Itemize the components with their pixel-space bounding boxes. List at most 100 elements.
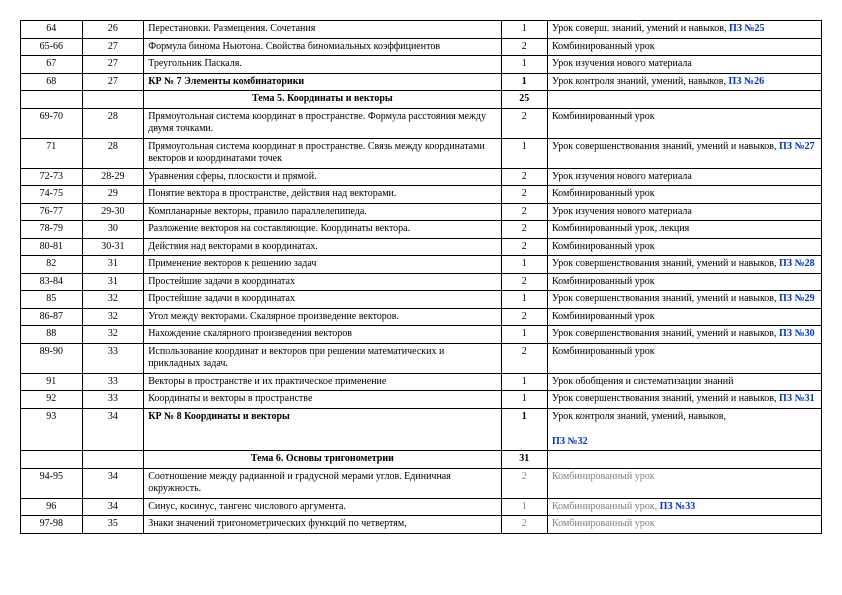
lesson-type-text: Урок совершенствования знаний, умений и …: [552, 328, 777, 339]
lesson-type: Урок совершенствования знаний, умений и …: [548, 291, 822, 309]
week-number: 31: [82, 273, 144, 291]
table-row: 65-6627Формула бинома Ньютона. Свойства …: [21, 38, 822, 56]
week-number: 34: [82, 468, 144, 498]
lesson-type: [548, 451, 822, 469]
lesson-type: [548, 91, 822, 109]
lesson-type: Урок совершенствования знаний, умений и …: [548, 391, 822, 409]
lesson-type-text: Комбинированный урок: [552, 346, 655, 357]
lesson-type: Урок обобщения и систематизации знаний: [548, 373, 822, 391]
week-number: 27: [82, 38, 144, 56]
table-row: 6426Перестановки. Размещения. Сочетания1…: [21, 21, 822, 39]
assignment-link[interactable]: ПЗ №32: [552, 436, 588, 447]
hours: 1: [501, 21, 547, 39]
lesson-type: Комбинированный урок: [548, 308, 822, 326]
assignment-link[interactable]: ПЗ №31: [779, 393, 815, 404]
table-row: 94-9534Соотношение между радианной и гра…: [21, 468, 822, 498]
week-number: 28-29: [82, 168, 144, 186]
lesson-number: 65-66: [21, 38, 83, 56]
lesson-type-text: Комбинированный урок: [552, 471, 655, 482]
week-number: 35: [82, 516, 144, 534]
lesson-type-text: Комбинированный урок: [552, 276, 655, 287]
lesson-number: [21, 451, 83, 469]
lesson-type-text: Урок совершенствования знаний, умений и …: [552, 293, 777, 304]
lesson-type-text: Урок совершенствования знаний, умений и …: [552, 258, 777, 269]
lesson-number: 64: [21, 21, 83, 39]
lesson-number: 88: [21, 326, 83, 344]
lesson-number: 82: [21, 256, 83, 274]
table-row: 9133Векторы в пространстве и их практиче…: [21, 373, 822, 391]
topic-title: Использование координат и векторов при р…: [144, 343, 501, 373]
lesson-type-text: Комбинированный урок: [552, 518, 655, 529]
hours: 2: [501, 38, 547, 56]
lesson-type-text: Урок соверш. знаний, умений и навыков,: [552, 23, 726, 34]
week-number: 26: [82, 21, 144, 39]
topic-title: Нахождение скалярного произведения векто…: [144, 326, 501, 344]
lesson-number: 74-75: [21, 186, 83, 204]
lesson-type: Комбинированный урок: [548, 108, 822, 138]
lesson-type-text: Комбинированный урок: [552, 111, 655, 122]
lesson-number: 96: [21, 498, 83, 516]
week-number: 34: [82, 408, 144, 451]
table-row: 7128Прямоугольная система координат в пр…: [21, 138, 822, 168]
lesson-type-text: Комбинированный урок,: [552, 501, 657, 512]
lesson-type: Урок совершенствования знаний, умений и …: [548, 256, 822, 274]
lesson-number: 71: [21, 138, 83, 168]
lesson-type: Комбинированный урок: [548, 516, 822, 534]
topic-title: КР № 7 Элементы комбинаторики: [144, 73, 501, 91]
lesson-number: 92: [21, 391, 83, 409]
lesson-number: 97-98: [21, 516, 83, 534]
lesson-type-text: Урок совершенствования знаний, умений и …: [552, 393, 777, 404]
lesson-type: Комбинированный урок: [548, 343, 822, 373]
lesson-number: 94-95: [21, 468, 83, 498]
lesson-number: 69-70: [21, 108, 83, 138]
table-row: 8532Простейшие задачи в координатах1Урок…: [21, 291, 822, 309]
lesson-type-text: Урок изучения нового материала: [552, 206, 692, 217]
table-row: 74-7529Понятие вектора в пространстве, д…: [21, 186, 822, 204]
week-number: 29-30: [82, 203, 144, 221]
lesson-number: [21, 91, 83, 109]
lesson-number: 86-87: [21, 308, 83, 326]
table-row: 72-7328-29Уравнения сферы, плоскости и п…: [21, 168, 822, 186]
lesson-number: 91: [21, 373, 83, 391]
topic-title: Формула бинома Ньютона. Свойства биномиа…: [144, 38, 501, 56]
hours: 1: [501, 408, 547, 451]
curriculum-table: 6426Перестановки. Размещения. Сочетания1…: [20, 20, 822, 534]
lesson-number: 80-81: [21, 238, 83, 256]
topic-title: Прямоугольная система координат в простр…: [144, 108, 501, 138]
week-number: 33: [82, 391, 144, 409]
lesson-type-text: Урок контроля знаний, умений, навыков,: [552, 76, 726, 87]
topic-title: Разложение векторов на составляющие. Коо…: [144, 221, 501, 239]
lesson-number: 93: [21, 408, 83, 451]
hours: 1: [501, 73, 547, 91]
assignment-link[interactable]: ПЗ №30: [779, 328, 815, 339]
week-number: 28: [82, 138, 144, 168]
lesson-type: Комбинированный урок: [548, 468, 822, 498]
assignment-link[interactable]: ПЗ №29: [779, 293, 815, 304]
lesson-type: Урок изучения нового материала: [548, 56, 822, 74]
hours: 1: [501, 326, 547, 344]
hours: 2: [501, 186, 547, 204]
table-row: 76-7729-30Компланарные векторы, правило …: [21, 203, 822, 221]
lesson-number: 89-90: [21, 343, 83, 373]
assignment-link[interactable]: ПЗ №27: [779, 141, 815, 152]
assignment-link[interactable]: ПЗ №25: [729, 23, 765, 34]
week-number: [82, 451, 144, 469]
topic-title: Треугольник Паскаля.: [144, 56, 501, 74]
topic-title: Угол между векторами. Скалярное произвед…: [144, 308, 501, 326]
table-row: 97-9835Знаки значений тригонометрических…: [21, 516, 822, 534]
topic-title: Знаки значений тригонометрических функци…: [144, 516, 501, 534]
lesson-type-text: Комбинированный урок, лекция: [552, 223, 689, 234]
table-row: 78-7930Разложение векторов на составляющ…: [21, 221, 822, 239]
table-row: 6727Треугольник Паскаля.1Урок изучения н…: [21, 56, 822, 74]
hours: 1: [501, 291, 547, 309]
assignment-link[interactable]: ПЗ №33: [660, 501, 696, 512]
week-number: 31: [82, 256, 144, 274]
assignment-link[interactable]: ПЗ №26: [729, 76, 765, 87]
lesson-type: Урок совершенствования знаний, умений и …: [548, 138, 822, 168]
topic-title: Уравнения сферы, плоскости и прямой.: [144, 168, 501, 186]
assignment-link[interactable]: ПЗ №28: [779, 258, 815, 269]
week-number: 30: [82, 221, 144, 239]
hours: 1: [501, 498, 547, 516]
hours: 1: [501, 56, 547, 74]
lesson-type: Урок изучения нового материала: [548, 203, 822, 221]
